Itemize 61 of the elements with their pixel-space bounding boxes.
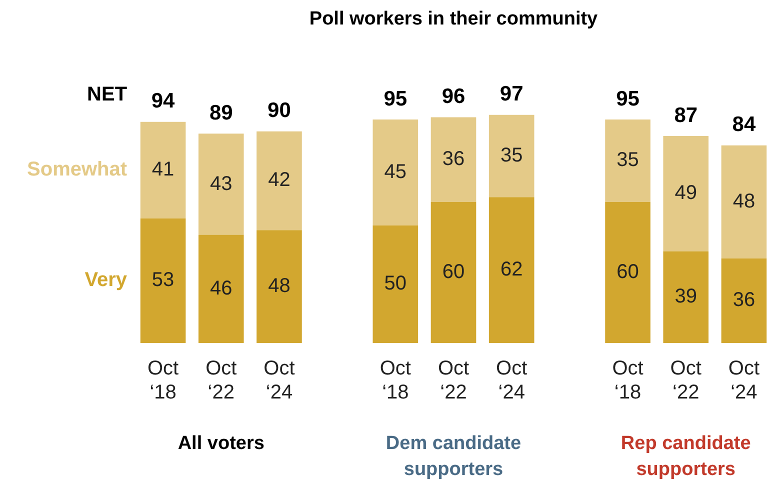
bar bbox=[430, 117, 476, 202]
x-tick-label: Oct ‘22 bbox=[206, 358, 238, 404]
data-label: 60 bbox=[616, 260, 639, 283]
bar bbox=[140, 218, 186, 343]
chart-title: Poll workers in their community bbox=[309, 8, 598, 30]
total-label: 84 bbox=[732, 113, 756, 136]
bar bbox=[721, 145, 767, 258]
series-label: Very bbox=[84, 269, 128, 292]
data-label: 43 bbox=[210, 172, 232, 195]
data-label: 45 bbox=[384, 160, 407, 183]
bar bbox=[721, 258, 767, 343]
data-label: 42 bbox=[268, 169, 290, 192]
data-label: 60 bbox=[442, 260, 465, 283]
x-tick-label: Oct ‘24 bbox=[728, 358, 760, 404]
data-label: 49 bbox=[674, 182, 697, 204]
text: All voters bbox=[178, 433, 264, 454]
total-label: 95 bbox=[616, 87, 640, 110]
data-label: 48 bbox=[268, 275, 290, 298]
bar bbox=[372, 120, 418, 226]
data-label: 50 bbox=[384, 272, 407, 295]
total-label: 87 bbox=[674, 104, 698, 127]
x-tick-label: Oct ‘24 bbox=[264, 358, 296, 404]
total-label: 96 bbox=[442, 85, 466, 108]
data-label: 53 bbox=[152, 269, 174, 292]
total-label: 89 bbox=[209, 101, 233, 124]
bar bbox=[198, 134, 244, 235]
bar bbox=[663, 136, 709, 252]
text: NET bbox=[87, 83, 128, 106]
data-label: 36 bbox=[732, 289, 756, 312]
total-label: 90 bbox=[268, 99, 291, 122]
x-tick-label: Oct ‘18 bbox=[380, 358, 412, 404]
bar bbox=[140, 122, 186, 218]
text: Rep candidate supporters bbox=[620, 433, 751, 480]
data-label: 48 bbox=[732, 190, 756, 212]
bar bbox=[663, 251, 709, 343]
data-label: 46 bbox=[210, 277, 232, 300]
data-label: 35 bbox=[616, 149, 639, 172]
x-tick-label: Oct ‘22 bbox=[438, 358, 470, 404]
x-tick-label: Oct ‘18 bbox=[147, 358, 180, 404]
total-label: 95 bbox=[384, 87, 408, 110]
x-tick-label: Oct ‘24 bbox=[496, 358, 528, 404]
bar bbox=[488, 114, 534, 198]
data-label: 39 bbox=[674, 286, 697, 308]
total-label: 97 bbox=[500, 82, 524, 106]
bar bbox=[372, 225, 418, 343]
x-tick-label: Oct ‘18 bbox=[612, 358, 644, 404]
text: Dem candidate supporters bbox=[386, 433, 522, 480]
bar bbox=[488, 197, 534, 343]
data-label: 35 bbox=[500, 144, 523, 167]
bar bbox=[256, 131, 302, 230]
total-label: 94 bbox=[151, 90, 176, 113]
bar bbox=[605, 120, 650, 202]
data-label: 62 bbox=[500, 258, 523, 281]
bar bbox=[430, 202, 476, 343]
data-label: 36 bbox=[442, 148, 465, 170]
x-tick-label: Oct ‘22 bbox=[670, 358, 702, 404]
data-label: 41 bbox=[152, 158, 174, 181]
bar bbox=[256, 230, 302, 343]
bar bbox=[605, 202, 650, 343]
bar bbox=[198, 234, 244, 343]
series-label: Somewhat bbox=[27, 158, 128, 181]
